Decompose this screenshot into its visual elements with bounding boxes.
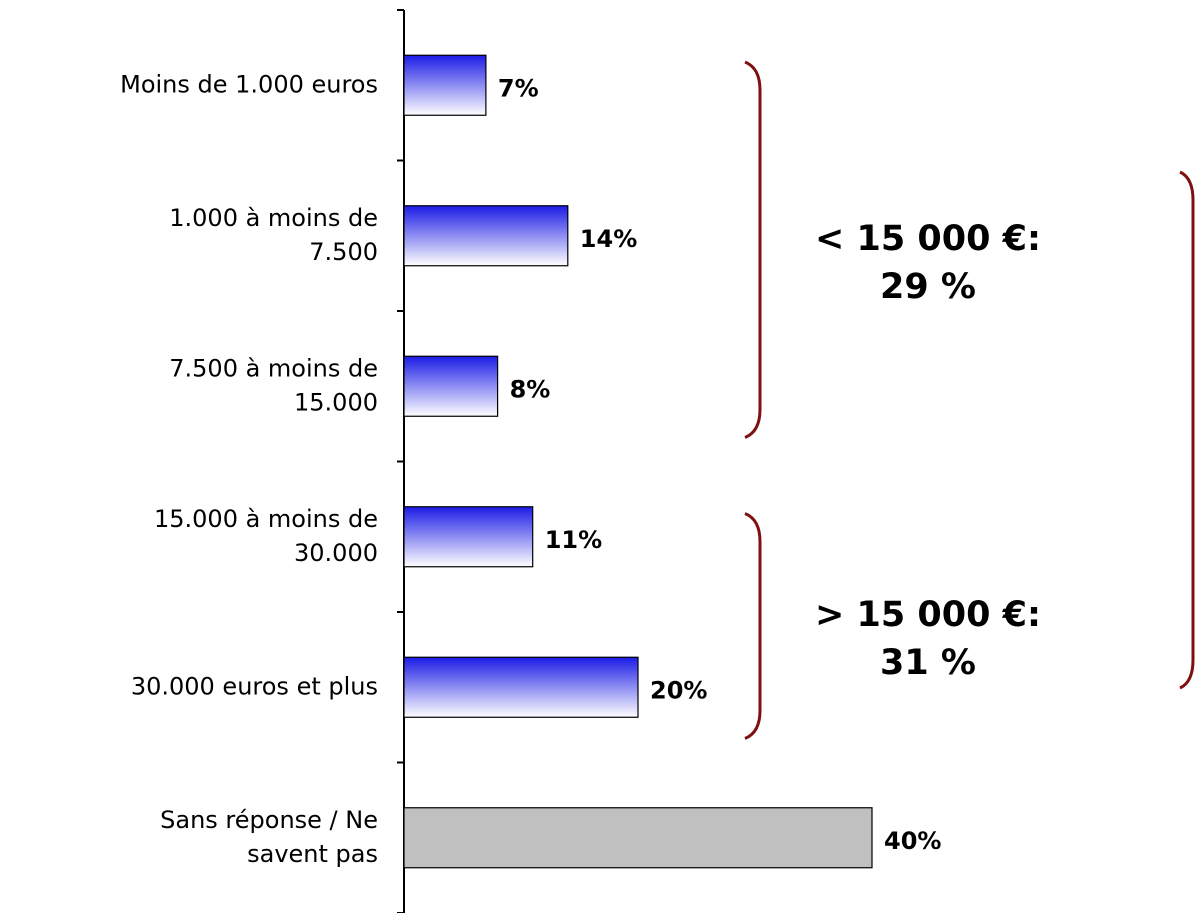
bar [403,506,534,568]
category-label: 7.500 à moins de 15.000 [169,354,378,416]
bar [403,355,499,417]
total-brace [1179,170,1195,690]
annotation: < 15 000 €: 29 % [815,219,1041,307]
annotation: > 15 000 €: 31 % [815,595,1041,683]
value-label: 11% [545,526,602,554]
value-label: 8% [510,375,551,403]
category-label: 1.000 à moins de 7.500 [169,204,378,266]
value-label: 40% [884,827,941,855]
category-label: Sans réponse / Ne savent pas [160,806,378,868]
bar [403,656,639,718]
category-label: 30.000 euros et plus [131,672,378,700]
bar [403,205,569,267]
bar [403,54,487,116]
category-label: Moins de 1.000 euros [120,70,378,98]
category-label: 15.000 à moins de 30.000 [154,505,378,567]
group-brace [744,512,762,740]
value-label: 7% [498,74,539,102]
value-label: 14% [580,225,637,253]
value-label: 20% [650,676,707,704]
bar [403,807,873,869]
group-brace [744,60,762,439]
